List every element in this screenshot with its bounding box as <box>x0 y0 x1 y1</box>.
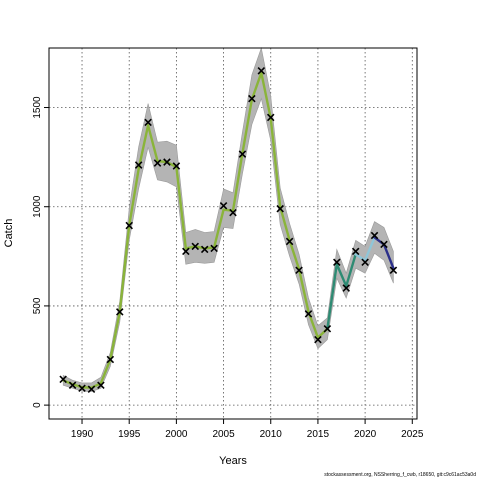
x-tick-label: 1995 <box>118 429 141 440</box>
x-tick-label: 2015 <box>307 429 330 440</box>
observed-point <box>182 247 190 256</box>
observed-point <box>295 266 303 274</box>
observed-point <box>276 204 284 213</box>
observed-point <box>78 384 86 393</box>
estimate-segment <box>146 124 159 163</box>
observed-point <box>351 247 360 256</box>
observed-point <box>304 310 313 318</box>
estimate-segment <box>363 236 376 262</box>
estimate-segment <box>260 71 272 120</box>
observed-point <box>191 242 200 251</box>
estimate-segment <box>278 205 291 242</box>
x-tick-label: 2000 <box>165 429 188 440</box>
estimate-segment <box>250 71 263 101</box>
estimate-segment <box>345 253 357 288</box>
observed-point <box>380 240 388 249</box>
x-axis-title: Years <box>219 455 247 467</box>
observed-points <box>59 67 398 394</box>
y-axis-title: Catch <box>3 219 15 248</box>
estimate-segment <box>382 243 395 270</box>
estimate-segment <box>269 117 282 208</box>
x-tick-label: 1990 <box>71 429 94 440</box>
y-axis: 0 500 1000 1500 <box>32 96 49 408</box>
observed-point <box>229 208 237 217</box>
observed-point <box>333 258 341 267</box>
observed-point <box>144 118 152 127</box>
estimate-segment <box>137 124 150 171</box>
x-tick-label: 2010 <box>260 429 283 440</box>
observed-point <box>219 201 228 210</box>
confidence-band <box>62 46 394 392</box>
observed-point <box>125 221 133 230</box>
x-tick-label: 2005 <box>212 429 235 440</box>
estimate-segment <box>128 167 140 227</box>
y-tick-label: 500 <box>32 297 43 314</box>
estimate-segment <box>288 239 301 271</box>
estimate-segment <box>109 310 121 361</box>
observed-point <box>87 385 96 394</box>
estimate-segment <box>175 165 188 250</box>
estimate-segment <box>212 208 225 249</box>
observed-point <box>116 308 124 316</box>
observed-point <box>172 162 181 170</box>
estimate-segment <box>241 98 254 155</box>
observed-point <box>370 231 379 240</box>
observed-point <box>210 244 218 253</box>
x-tick-label: 2025 <box>401 429 424 440</box>
observed-point <box>248 94 256 103</box>
y-tick-label: 0 <box>32 402 43 408</box>
observed-point <box>361 258 369 267</box>
estimate-segment <box>118 224 131 314</box>
estimate-segment <box>354 253 367 262</box>
plot-frame <box>48 47 418 420</box>
observed-point <box>323 324 332 333</box>
observed-point <box>342 284 350 292</box>
grid-lines <box>49 48 417 419</box>
estimate-segment <box>297 268 310 314</box>
observed-point <box>266 113 275 122</box>
x-axis: 1990 1995 2000 2005 2010 2015 2020 2025 <box>71 419 424 440</box>
estimate-segment <box>231 151 244 212</box>
observed-point <box>285 237 294 246</box>
observed-point <box>257 67 266 75</box>
estimate-segment <box>326 263 338 330</box>
estimate-segment <box>335 263 348 288</box>
x-tick-label: 2020 <box>354 429 377 440</box>
observed-point <box>97 381 105 390</box>
y-tick-label: 1000 <box>32 195 43 218</box>
observed-point <box>200 245 209 254</box>
y-tick-label: 1500 <box>32 96 43 119</box>
observed-point <box>134 161 143 169</box>
observed-point <box>59 375 67 384</box>
observed-point <box>163 158 171 166</box>
observed-point <box>314 335 322 344</box>
observed-point <box>153 159 162 167</box>
estimate-segment <box>184 245 197 250</box>
observed-point <box>68 381 77 390</box>
estimate-segment <box>99 358 112 385</box>
observed-point <box>106 355 115 364</box>
observed-point <box>389 266 398 274</box>
footer-credit: stockassessment.org, NSSherring_f_cwb, r… <box>324 472 476 478</box>
confidence-band-area <box>62 46 394 392</box>
observed-point <box>238 150 247 158</box>
